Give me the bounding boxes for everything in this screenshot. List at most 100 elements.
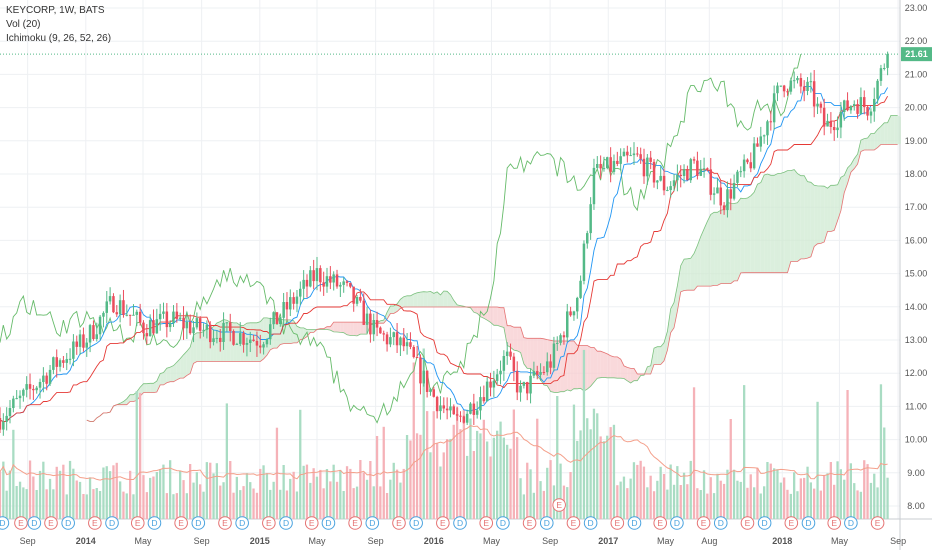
candle-body-175: [582, 243, 586, 281]
marker-D-36[interactable]: D: [757, 516, 772, 530]
marker-D-30[interactable]: D: [627, 516, 642, 530]
volume-bar-82: [272, 481, 275, 519]
time-axis[interactable]: Sep 2014 May Sep 2015 May Sep 2016 May Sep 2017 May…: [20, 536, 906, 546]
marker-D-20[interactable]: D: [409, 516, 423, 530]
candle-body-46: [152, 320, 155, 334]
cloud-segment-176: [674, 285, 678, 328]
marker-D-2[interactable]: D: [27, 516, 42, 530]
price-axis[interactable]: 8.00 9.00 10.00 11.00 12.00 13.00 14.00 15.00 16…: [905, 3, 928, 511]
volume-bar-223: [743, 385, 746, 519]
marker-E-3[interactable]: E: [44, 516, 58, 530]
marker-E-7[interactable]: E: [130, 516, 145, 530]
marker-E-37[interactable]: E: [784, 516, 799, 530]
volume-bar-154: [512, 409, 515, 519]
marker-E-25[interactable]: E: [522, 516, 537, 530]
marker-circle-21: [436, 516, 450, 530]
candle-body-8: [25, 384, 28, 390]
marker-D-34[interactable]: D: [713, 516, 728, 530]
marker-E-41[interactable]: E: [870, 516, 885, 530]
marker-D-18[interactable]: D: [365, 516, 380, 530]
cloud-segment-190: [720, 209, 725, 284]
ichimoku-study-label[interactable]: Ichimoku (9, 26, 52, 26): [6, 33, 112, 44]
cloud-segment-180: [687, 258, 691, 291]
candle-body-58: [192, 327, 195, 334]
marker-letter-28: D: [588, 518, 594, 528]
candle-body-151: [502, 356, 506, 371]
volume-bar-34: [112, 465, 115, 519]
symbol-title[interactable]: KEYCORP, 1W, BATS: [6, 5, 105, 16]
marker-circle-37: [784, 516, 799, 530]
marker-E-11[interactable]: E: [218, 516, 232, 530]
marker-D-14[interactable]: D: [279, 516, 293, 530]
marker-E-17[interactable]: E: [348, 516, 362, 530]
marker-E-23[interactable]: E: [479, 516, 494, 530]
candle-body-25: [82, 334, 85, 348]
marker-E-33[interactable]: E: [696, 516, 711, 530]
cloud-segment-220: [820, 185, 825, 244]
candle-body-205: [682, 169, 686, 176]
marker-D-22[interactable]: D: [453, 516, 467, 530]
marker-D-10[interactable]: D: [191, 516, 206, 530]
candle-body-135: [449, 406, 452, 411]
marker-D-40[interactable]: D: [844, 516, 858, 530]
candle-body-262: [873, 98, 876, 112]
marker-E-21[interactable]: E: [436, 516, 450, 530]
cloud-segment-217: [810, 182, 815, 257]
cloud-segment-196: [740, 198, 745, 273]
marker-D-28[interactable]: D: [583, 516, 598, 530]
volume-bar-186: [619, 481, 622, 519]
marker-D-6[interactable]: D: [105, 516, 119, 530]
marker-E-5[interactable]: E: [88, 516, 102, 530]
volume-bar-227: [756, 467, 759, 519]
marker-E-extra[interactable]: E: [552, 498, 566, 512]
candle-body-174: [579, 280, 582, 298]
marker-D-32[interactable]: D: [670, 516, 684, 530]
volume-bar-205: [682, 472, 686, 519]
marker-E-15[interactable]: E: [304, 516, 319, 530]
volume-bar-76: [252, 488, 255, 519]
marker-circle-19: [392, 516, 406, 530]
marker-E-35[interactable]: E: [740, 516, 755, 530]
marker-E-9[interactable]: E: [174, 516, 188, 530]
marker-D-4[interactable]: D: [61, 516, 75, 530]
volume-bar-170: [566, 487, 569, 519]
y-tick-label-10: 18.00: [905, 169, 928, 179]
candle-body-178: [592, 167, 596, 205]
cloud-segment-225: [837, 177, 841, 221]
marker-E-27[interactable]: E: [566, 516, 581, 530]
volume-bar-220: [732, 469, 736, 519]
candle-body-228: [759, 136, 762, 147]
cloud-segment-199: [750, 192, 755, 273]
volume-bar-46: [152, 476, 155, 519]
marker-D-26[interactable]: D: [539, 516, 554, 530]
marker-E-29[interactable]: E: [610, 516, 625, 530]
marker-D-8[interactable]: D: [147, 516, 162, 530]
cloud-segment-45: [236, 322, 241, 362]
candle-body-109: [362, 300, 365, 325]
marker-E-13[interactable]: E: [262, 516, 276, 530]
volume-bar-66: [219, 485, 222, 519]
candle-body-81: [269, 324, 272, 340]
marker-E-19[interactable]: E: [392, 516, 406, 530]
cloud-segment-25: [170, 365, 174, 382]
marker-D-0[interactable]: D: [0, 516, 10, 530]
cloud-segment-144: [567, 340, 571, 391]
volume-bar-62: [205, 462, 208, 519]
marker-D-12[interactable]: D: [235, 516, 249, 530]
x-tick-label-3: Sep: [194, 536, 210, 546]
volume-bar-190: [632, 462, 636, 519]
marker-E-1[interactable]: E: [14, 516, 28, 530]
candle-body-35: [115, 312, 118, 315]
y-tick-label-13: 21.00: [905, 69, 928, 79]
marker-D-16[interactable]: D: [321, 516, 336, 530]
marker-D-38[interactable]: D: [801, 516, 816, 530]
marker-E-31[interactable]: E: [653, 516, 668, 530]
cloud-segment-222: [827, 185, 831, 232]
volume-study-label[interactable]: Vol (20): [6, 19, 41, 30]
marker-D-24[interactable]: D: [496, 516, 510, 530]
marker-E-39[interactable]: E: [827, 516, 842, 530]
candle-body-184: [612, 160, 616, 172]
y-tick-label-0: 8.00: [907, 501, 925, 511]
